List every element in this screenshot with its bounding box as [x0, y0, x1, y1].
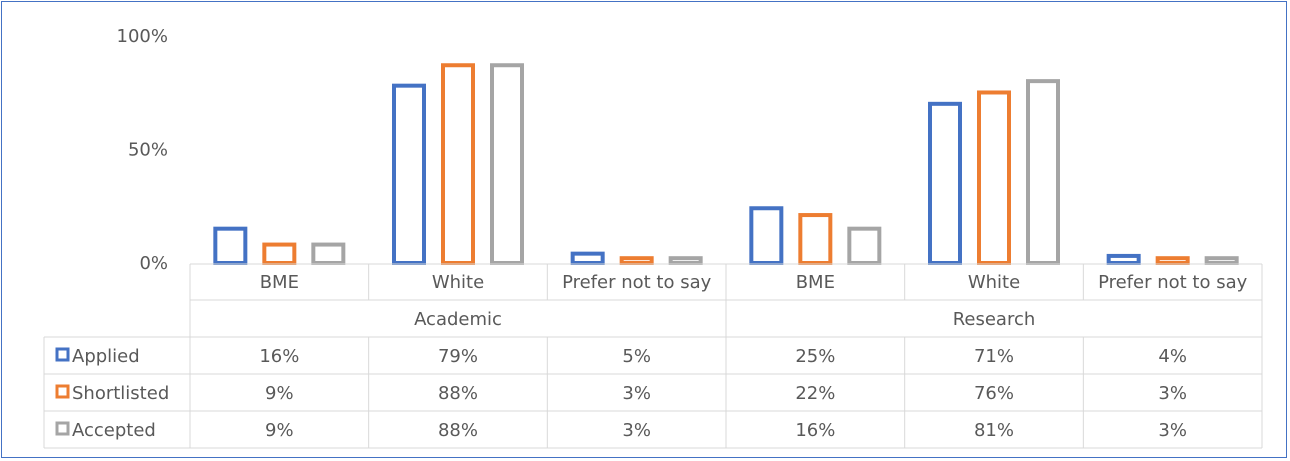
- data-label: 16%: [259, 346, 299, 367]
- group-label: Research: [953, 309, 1036, 330]
- legend-key-applied: [55, 347, 70, 362]
- bar-shortlisted-5: [1155, 256, 1190, 266]
- data-label: 22%: [795, 383, 835, 404]
- legend-label-accepted: Accepted: [72, 420, 156, 441]
- bar-accepted-4: [1026, 79, 1060, 265]
- bar-accepted-2: [668, 256, 703, 266]
- data-label: 88%: [438, 383, 478, 404]
- data-label: 16%: [795, 420, 835, 441]
- y-tick-label: 0%: [139, 253, 168, 274]
- bar-applied-2: [570, 251, 605, 265]
- bar-shortlisted-0: [262, 242, 297, 266]
- category-label: Prefer not to say: [1098, 272, 1248, 293]
- data-label: 3%: [1158, 420, 1187, 441]
- category-label: BME: [796, 272, 835, 293]
- category-label: BME: [260, 272, 299, 293]
- data-label: 88%: [438, 420, 478, 441]
- data-label: 81%: [974, 420, 1014, 441]
- data-label: 3%: [1158, 383, 1187, 404]
- data-label: 3%: [622, 420, 651, 441]
- data-label: 5%: [622, 346, 651, 367]
- bar-shortlisted-1: [441, 63, 475, 265]
- bar-applied-4: [928, 101, 962, 265]
- data-label: 9%: [265, 420, 294, 441]
- bar-shortlisted-4: [977, 90, 1011, 266]
- data-label: 9%: [265, 383, 294, 404]
- bar-applied-0: [213, 226, 248, 265]
- y-tick-label: 50%: [128, 140, 168, 161]
- bar-accepted-1: [490, 63, 524, 265]
- bar-accepted-3: [847, 226, 882, 265]
- category-label: Prefer not to say: [562, 272, 712, 293]
- data-label: 3%: [622, 383, 651, 404]
- bar-shortlisted-2: [619, 256, 654, 266]
- bar-applied-1: [392, 83, 426, 265]
- legend-key-accepted: [55, 421, 70, 436]
- bar-shortlisted-3: [798, 213, 833, 265]
- bar-applied-3: [749, 206, 784, 265]
- data-label: 79%: [438, 346, 478, 367]
- bar-accepted-0: [311, 242, 346, 266]
- category-label: White: [968, 272, 1020, 293]
- data-label: 25%: [795, 346, 835, 367]
- legend-label-shortlisted: Shortlisted: [72, 383, 169, 404]
- bar-accepted-5: [1204, 256, 1239, 266]
- legend-key-shortlisted: [55, 384, 70, 399]
- data-label: 4%: [1158, 346, 1187, 367]
- group-label: Academic: [414, 309, 502, 330]
- bar-applied-5: [1106, 253, 1141, 265]
- legend-label-applied: Applied: [72, 346, 140, 367]
- y-tick-label: 100%: [117, 26, 168, 47]
- data-label: 76%: [974, 383, 1014, 404]
- category-label: White: [432, 272, 484, 293]
- data-label: 71%: [974, 346, 1014, 367]
